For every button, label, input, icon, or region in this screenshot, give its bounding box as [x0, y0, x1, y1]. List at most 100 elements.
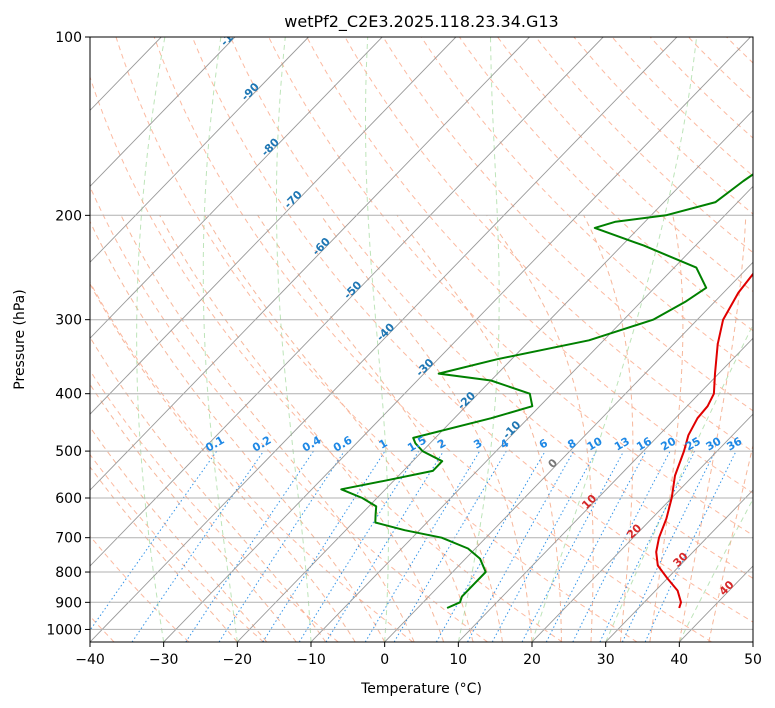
moist-adiabat-line — [90, 336, 327, 642]
moist-adiabat-line — [90, 220, 386, 642]
y-tick-label: 900 — [55, 595, 82, 611]
dry-adiabat-line — [90, 281, 414, 642]
dry-adiabats — [90, 37, 775, 642]
y-tick-label: 600 — [55, 491, 82, 507]
plot-frame — [89, 36, 754, 643]
mixing-ratio-line — [262, 450, 386, 642]
moist-adiabat-line — [678, 498, 753, 642]
isotherm-line — [90, 37, 604, 567]
moist-adiabat-line — [90, 383, 297, 642]
mixing-ratio-line — [131, 450, 265, 642]
dewpoint-line — [340, 173, 753, 609]
dry-adiabat-line — [268, 37, 753, 536]
x-tick-label: −30 — [149, 652, 179, 668]
mixing-ratio-line — [467, 450, 575, 642]
moist-adiabat-line — [320, 215, 533, 642]
dry-adiabat-line — [90, 185, 488, 642]
dry-adiabat-line — [90, 75, 563, 642]
moist-adiabat-line — [136, 37, 166, 642]
y-axis-ticks: 100 200 300 400 500 600 700 800 900 1000 — [46, 30, 90, 638]
moist-adiabat-line — [605, 323, 753, 642]
mixing-ratio-line — [218, 450, 345, 642]
isotherm-line — [90, 37, 530, 491]
y-tick-label: 100 — [55, 30, 82, 46]
mixing-ratio-label: 2 — [435, 437, 448, 452]
moist-adiabat-line — [396, 215, 562, 642]
mixing-ratio-line — [185, 450, 314, 642]
isotherm-line — [90, 37, 383, 339]
isotherm-line — [236, 109, 753, 642]
moist-adiabat-line — [457, 37, 500, 642]
moist-adiabat-line — [159, 215, 445, 642]
moist-adiabat-line — [531, 37, 698, 642]
moist-adiabat-line — [649, 215, 684, 642]
moist-adiabat-label: 40 — [717, 578, 737, 598]
dry-adiabat-label: -100 — [218, 20, 247, 49]
dry-adiabat-line — [458, 37, 753, 332]
x-tick-label: −10 — [296, 652, 326, 668]
dry-adiabat-line — [382, 37, 753, 412]
x-tick-label: 20 — [523, 652, 541, 668]
isotherm-line — [163, 37, 751, 642]
moist-adiabat-line — [486, 215, 594, 642]
x-tick-label: −40 — [75, 652, 105, 668]
dry-adiabat-line — [765, 37, 775, 642]
isotherm-line — [457, 337, 753, 642]
x-tick-label: 50 — [744, 652, 762, 668]
isotherm-line — [384, 261, 753, 642]
dry-adiabat-line — [90, 453, 264, 642]
y-tick-label: 800 — [55, 565, 82, 581]
isotherm-line — [752, 641, 753, 642]
dry-adiabat-line — [90, 369, 339, 642]
isotherm-line — [90, 37, 457, 415]
moist-adiabat-line — [708, 443, 753, 642]
isobars — [90, 37, 753, 630]
mixing-ratio-labels: 0.1 0.2 0.4 0.6 1 1.5 2 3 4 6 8 10 13 16 20 25 30 36 — [203, 433, 744, 454]
temperature-line — [655, 272, 753, 609]
isotherm-line — [531, 413, 753, 642]
y-axis-label: Pressure (hPa) — [12, 289, 28, 389]
y-tick-label: 400 — [55, 387, 82, 403]
x-tick-label: 30 — [597, 652, 615, 668]
mixing-ratio-line — [325, 450, 444, 642]
moist-adiabat-label: 20 — [624, 521, 644, 541]
dry-adiabat-line — [726, 37, 753, 64]
dry-adiabat-line — [688, 37, 753, 102]
chart-title: wetPf2_C2E3.2025.118.23.34.G13 — [284, 12, 558, 32]
x-tick-label: −20 — [223, 652, 253, 668]
x-axis-label: Temperature (°C) — [360, 681, 482, 697]
mixing-ratio-line — [90, 450, 218, 632]
y-tick-label: 200 — [55, 208, 82, 224]
mixing-ratio-lines — [90, 450, 737, 642]
moist-adiabat-line — [90, 466, 238, 642]
dry-adiabat-line — [649, 37, 753, 139]
mixing-ratio-line — [644, 450, 737, 642]
isotherms — [90, 37, 753, 642]
dry-adiabat-label: -90 — [239, 80, 262, 103]
y-tick-label: 700 — [55, 531, 82, 547]
moist-adiabat-line — [204, 215, 474, 642]
dry-adiabat-label: -30 — [413, 356, 436, 379]
dry-adiabat-line — [90, 535, 190, 642]
dry-adiabat-label: -80 — [259, 135, 282, 158]
y-tick-label: 1000 — [46, 622, 82, 638]
isotherm-line — [605, 489, 753, 642]
dry-adiabat-line — [153, 37, 712, 642]
dry-adiabat-label: -50 — [341, 278, 364, 301]
dry-adiabat-label: -40 — [374, 320, 397, 343]
isotherm-line — [90, 37, 236, 188]
moist-adiabat-line — [678, 215, 747, 642]
isotherm-line — [90, 37, 678, 642]
mixing-ratio-line — [521, 450, 625, 642]
y-tick-label: 300 — [55, 313, 82, 329]
dry-adiabat-label: -20 — [455, 389, 478, 412]
dry-adiabat-line — [230, 37, 753, 579]
isotherm-line — [310, 185, 753, 642]
dry-adiabat-line — [420, 37, 753, 372]
dry-adiabat-label: -70 — [282, 188, 305, 211]
moist-adiabat-label: 10 — [579, 492, 599, 512]
dry-adiabat-line — [497, 37, 753, 293]
mixing-ratio-label: 3 — [471, 437, 484, 452]
